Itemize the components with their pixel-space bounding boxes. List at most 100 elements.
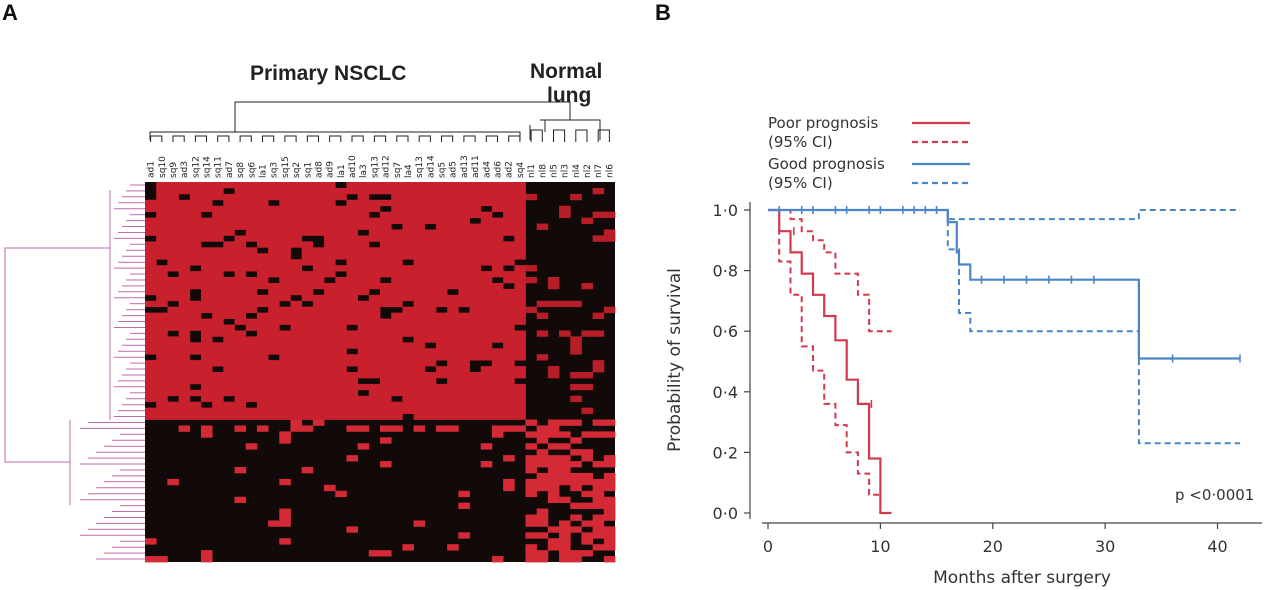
heatmap-cell — [503, 383, 515, 391]
heatmap-cell — [357, 401, 370, 409]
heatmap-cell — [200, 288, 213, 296]
heatmap-cell — [435, 401, 448, 409]
heatmap-cell — [603, 229, 616, 236]
heatmap-cell — [256, 312, 269, 319]
panel-a-letter: A — [2, 0, 18, 25]
heatmap-cell — [156, 265, 168, 272]
heatmap-cell — [324, 271, 336, 278]
heatmap-cell — [380, 241, 392, 248]
heatmap-cell — [145, 277, 157, 284]
heatmap-cell — [335, 211, 347, 219]
heatmap-cell — [167, 223, 179, 230]
heatmap-cell — [368, 277, 381, 284]
heatmap-cell — [592, 366, 605, 373]
sample-label: sq8 — [236, 162, 246, 178]
heatmap-cell — [178, 282, 191, 290]
heatmap-cell — [156, 330, 168, 337]
heatmap-cell — [603, 526, 616, 533]
heatmap-cell — [290, 383, 303, 391]
heatmap-cell — [346, 247, 359, 254]
heatmap-cell — [592, 544, 605, 551]
heatmap-cell — [413, 217, 426, 224]
heatmap-cell — [536, 431, 549, 438]
heatmap-cell — [200, 253, 213, 260]
heatmap-cell — [357, 330, 370, 337]
heatmap-cell — [167, 336, 179, 343]
heatmap-cell — [245, 342, 258, 349]
heatmap-cell — [178, 306, 191, 314]
heatmap-cell — [603, 419, 616, 426]
heatmap-cell — [324, 395, 336, 403]
heatmap-cell — [536, 437, 549, 444]
column-dendrogram-main — [149, 101, 601, 140]
heatmap-cell — [525, 467, 538, 474]
heatmap-cell — [458, 389, 470, 397]
heatmap-cell — [469, 407, 482, 414]
heatmap-cell — [480, 223, 493, 230]
heatmap-cell — [335, 407, 347, 414]
heatmap-cell — [245, 372, 258, 379]
heatmap-cell — [290, 306, 303, 314]
heatmap-cell — [368, 229, 381, 236]
heatmap-cell — [279, 330, 291, 337]
heatmap-cell — [312, 300, 325, 308]
heatmap-cell — [402, 354, 414, 361]
heatmap-cell — [312, 407, 325, 414]
heatmap-cell — [469, 318, 482, 325]
heatmap-cell — [346, 271, 359, 278]
column-dendrogram-branch — [485, 135, 498, 142]
heatmap-cell — [435, 407, 448, 414]
heatmap-cell — [547, 496, 560, 504]
sample-label: ad5 — [449, 161, 459, 178]
heatmap-cell — [212, 223, 224, 230]
heatmap-cell — [380, 389, 392, 397]
heatmap-cell — [156, 354, 168, 361]
heatmap-cell — [290, 342, 303, 349]
heatmap-cell — [324, 259, 336, 266]
heatmap-cell — [178, 372, 191, 379]
heatmap-cell — [346, 282, 359, 290]
heatmap-cell — [178, 366, 191, 373]
heatmap-cell — [491, 413, 504, 420]
heatmap-cell — [469, 193, 482, 201]
heatmap-cell — [167, 229, 179, 236]
heatmap-cell — [212, 312, 224, 319]
heatmap-cell — [234, 360, 247, 367]
heatmap-cell — [592, 419, 605, 426]
heatmap-cell — [380, 437, 392, 444]
heatmap-cell — [156, 294, 168, 302]
heatmap-cell — [603, 556, 616, 563]
heatmap-cell — [212, 205, 224, 213]
heatmap-cell — [234, 425, 247, 432]
heatmap-cell — [402, 235, 414, 242]
heatmap-cell — [380, 271, 392, 278]
heatmap-cell — [447, 544, 459, 551]
heatmap-cell — [290, 271, 303, 278]
heatmap-cell — [458, 407, 470, 414]
heatmap-cell — [368, 223, 381, 230]
heatmap-cell — [413, 425, 426, 432]
heatmap-cell — [245, 300, 258, 308]
heatmap-cell — [312, 336, 325, 343]
heatmap-cell — [491, 395, 504, 403]
heatmap-cell — [447, 366, 459, 373]
heatmap-cell — [503, 354, 515, 361]
heatmap-cell — [200, 550, 213, 557]
heatmap-cell — [256, 342, 269, 349]
heatmap-cell — [469, 342, 482, 349]
heatmap-cell — [335, 354, 347, 361]
heatmap-cell — [559, 550, 571, 557]
heatmap-cell — [324, 407, 336, 414]
heatmap-cell — [503, 294, 515, 302]
heatmap-cell — [335, 312, 347, 319]
heatmap-cell — [312, 395, 325, 403]
sample-label: sq13 — [370, 156, 380, 178]
heatmap-cell — [268, 324, 280, 331]
heatmap-cell — [245, 294, 258, 302]
heatmap-cell — [559, 330, 571, 337]
heatmap-cell — [178, 271, 191, 278]
heatmap-cell — [256, 199, 269, 207]
heatmap-cell — [178, 354, 191, 361]
heatmap-cell — [447, 241, 459, 248]
heatmap-cell — [301, 324, 314, 331]
